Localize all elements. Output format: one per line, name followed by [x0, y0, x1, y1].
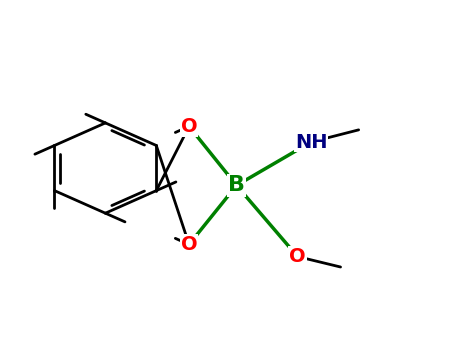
Text: O: O [181, 235, 197, 254]
Text: O: O [181, 117, 197, 136]
Text: NH: NH [295, 133, 328, 152]
Text: B: B [228, 175, 245, 195]
Text: O: O [289, 247, 306, 266]
